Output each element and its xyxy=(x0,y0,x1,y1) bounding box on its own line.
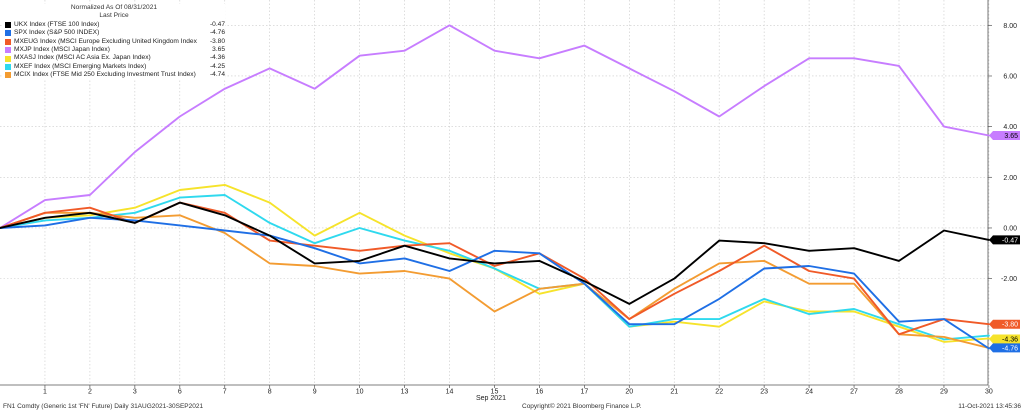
x-tick-label: 23 xyxy=(760,389,768,396)
legend-item-value: -0.47 xyxy=(209,20,225,28)
legend-item-value: -4.76 xyxy=(209,29,225,37)
legend-item-value: 3.65 xyxy=(212,46,225,54)
end-value-tag-bg xyxy=(989,334,1020,344)
legend-swatch xyxy=(5,64,11,71)
end-value-tag-bg xyxy=(989,131,1020,141)
legend-item-name: MXJP Index (MSCI Japan Index) xyxy=(14,46,110,54)
end-value-tag: -0.47 xyxy=(989,235,1020,245)
y-tick-label: 4.00 xyxy=(1003,124,1017,131)
series-line xyxy=(0,194,990,341)
legend-item: SPX Index (S&P 500 INDEX) -4.76 xyxy=(3,29,225,37)
legend-item-name: MCIX Index (FTSE Mid 250 Excluding Inves… xyxy=(14,71,196,79)
x-tick-label: 28 xyxy=(895,389,903,396)
end-value-tag-label: -4.76 xyxy=(1002,345,1018,352)
legend-item: MXEUG Index (MSCI Europe Excluding Unite… xyxy=(3,38,225,46)
x-axis-ticks: 1 2 3 6 7 8 9 10 13 14 15 16 17 20 21 22 23 24 27 28 29 30 xyxy=(43,385,993,396)
end-value-tag-bg xyxy=(989,343,1020,353)
end-value-tag: -4.36 xyxy=(989,334,1020,344)
x-tick-label: 14 xyxy=(446,389,454,396)
x-tick-label: 30 xyxy=(985,389,993,396)
legend-item-value: -3.80 xyxy=(209,37,225,45)
end-value-tag-bg xyxy=(989,319,1020,329)
y-axis-ticks: -2.00 0.00 2.00 4.00 6.00 8.00 xyxy=(988,23,1017,283)
legend-swatch xyxy=(5,55,11,62)
series-line xyxy=(0,216,990,350)
legend-item-value: -4.25 xyxy=(209,62,225,70)
legend-item: MXJP Index (MSCI Japan Index) 3.65 xyxy=(3,46,225,54)
x-tick-label: 27 xyxy=(850,389,858,396)
x-tick-label: 6 xyxy=(178,389,182,396)
series-line xyxy=(0,24,990,229)
x-tick-label: 3 xyxy=(133,389,137,396)
x-tick-label: 9 xyxy=(313,389,317,396)
legend-item-value: -4.36 xyxy=(209,54,225,62)
legend-swatch xyxy=(5,47,11,54)
x-tick-label: 17 xyxy=(580,389,588,396)
x-tick-label: 7 xyxy=(223,389,227,396)
footer-security-info: FN1 Comdty (Generic 1st 'FN' Future) Dai… xyxy=(3,403,204,410)
x-tick-label: 24 xyxy=(805,389,813,396)
legend-header-normalized: Normalized As Of 08/31/2021 xyxy=(70,4,158,11)
x-tick-label: 16 xyxy=(536,389,544,396)
legend-item-name: MXASJ Index (MSCI AC Asia Ex. Japan Inde… xyxy=(14,54,151,62)
legend-swatch xyxy=(5,30,11,37)
axes xyxy=(0,0,989,386)
end-value-tag-label: -0.47 xyxy=(1002,237,1018,244)
end-value-tag: -4.76 xyxy=(989,343,1020,353)
y-tick-label: 0.00 xyxy=(1003,225,1017,232)
legend-header-last-price: Last Price xyxy=(99,12,129,20)
x-tick-label: 29 xyxy=(940,389,948,396)
legend: Normalized As Of 08/31/2021 Last Price U… xyxy=(3,4,225,80)
x-tick-label: 13 xyxy=(401,389,409,396)
x-tick-label: 10 xyxy=(356,389,364,396)
y-tick-label: 8.00 xyxy=(1003,23,1017,30)
end-value-tag: 3.65 xyxy=(989,131,1020,141)
legend-item-name: MXEUG Index (MSCI Europe Excluding Unite… xyxy=(14,37,197,45)
legend-item-name: SPX Index (S&P 500 INDEX) xyxy=(14,29,100,37)
x-tick-label: 22 xyxy=(715,389,723,396)
end-value-labels: 3.65 -0.47 -3.80 -4.36 -4.76 xyxy=(989,131,1020,353)
x-tick-label: 1 xyxy=(43,389,47,396)
x-tick-label: 15 xyxy=(491,389,499,396)
end-value-tag-bg xyxy=(989,235,1020,245)
series-lines xyxy=(0,24,990,350)
footer-copyright: Copyright© 2021 Bloomberg Finance L.P. xyxy=(522,403,642,410)
series-line xyxy=(0,201,990,305)
legend-item-name: MXEF Index (MSCI Emerging Markets Index) xyxy=(14,62,147,70)
legend-item-name: UKX Index (FTSE 100 Index) xyxy=(14,20,100,28)
legend-swatch xyxy=(5,72,11,79)
x-tick-label: 20 xyxy=(625,389,633,396)
x-tick-label: 2 xyxy=(88,389,92,396)
x-axis-label: Sep 2021 xyxy=(476,395,506,402)
legend-swatch xyxy=(5,22,11,29)
legend-rows: UKX Index (FTSE 100 Index) -0.47 SPX Index… xyxy=(3,21,225,80)
y-tick-label: -2.00 xyxy=(1001,276,1017,283)
y-tick-label: 6.00 xyxy=(1003,73,1017,80)
end-value-tag-label: -4.36 xyxy=(1002,336,1018,343)
series-line xyxy=(0,211,990,349)
legend-swatch xyxy=(5,38,11,45)
x-tick-label: 21 xyxy=(670,389,678,396)
end-value-tag: -3.80 xyxy=(989,319,1020,329)
footer-timestamp: 11-Oct-2021 13:45:36 xyxy=(958,403,1021,410)
end-value-tag-label: -3.80 xyxy=(1002,322,1018,329)
legend-item: MCIX Index (FTSE Mid 250 Excluding Inves… xyxy=(3,71,225,79)
legend-item-value: -4.74 xyxy=(209,71,225,79)
x-tick-label: 8 xyxy=(268,389,272,396)
legend-item: MXEF Index (MSCI Emerging Markets Index)… xyxy=(3,63,225,71)
legend-item: UKX Index (FTSE 100 Index) -0.47 xyxy=(3,21,225,29)
legend-item: MXASJ Index (MSCI AC Asia Ex. Japan Inde… xyxy=(3,54,225,62)
grid-lines xyxy=(0,0,990,385)
y-tick-label: 2.00 xyxy=(1003,175,1017,182)
end-value-tag-label: 3.65 xyxy=(1004,133,1018,140)
